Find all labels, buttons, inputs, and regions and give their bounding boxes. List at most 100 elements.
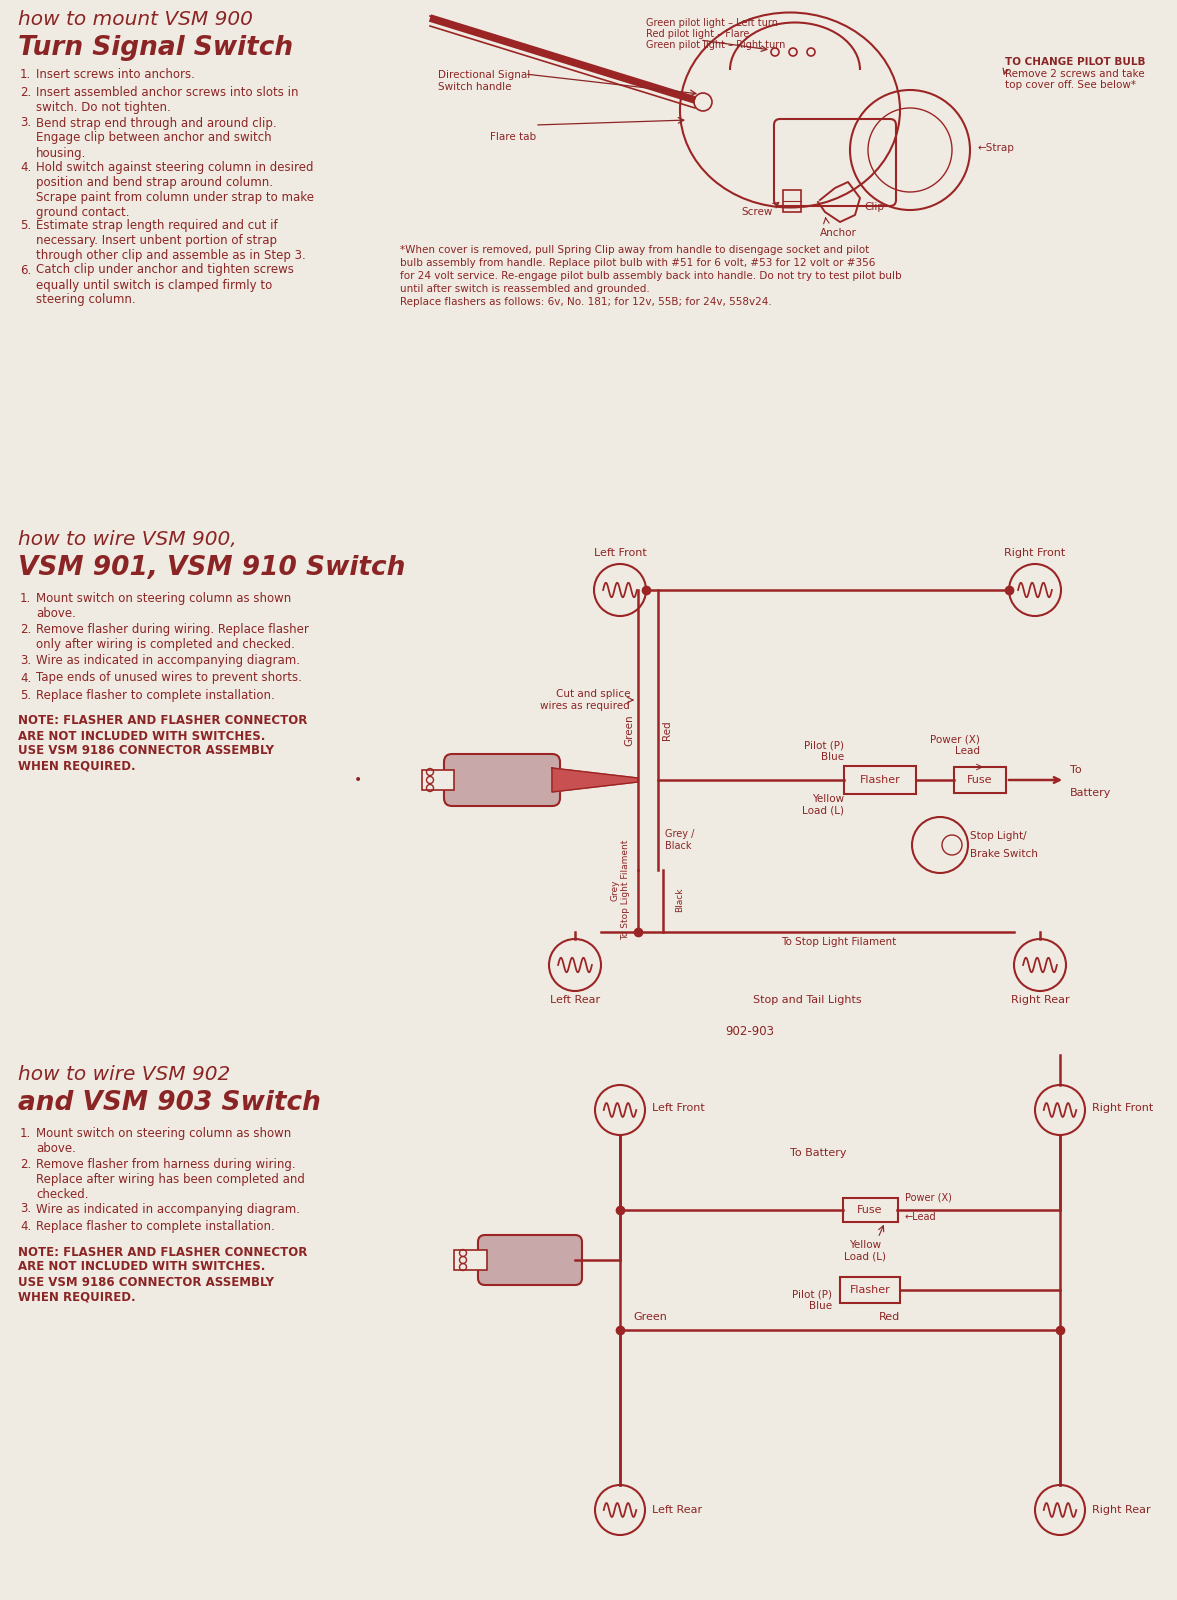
Text: Wire as indicated in accompanying diagram.: Wire as indicated in accompanying diagra… xyxy=(36,654,300,667)
Text: Flare tab: Flare tab xyxy=(490,133,537,142)
Text: Right Rear: Right Rear xyxy=(1092,1506,1151,1515)
Bar xyxy=(955,766,1006,794)
Text: Power (X)
Lead: Power (X) Lead xyxy=(930,734,980,757)
Text: Wire as indicated in accompanying diagram.: Wire as indicated in accompanying diagra… xyxy=(36,1203,300,1216)
Text: 1.: 1. xyxy=(20,592,32,605)
Text: Fuse: Fuse xyxy=(967,774,992,786)
Text: *When cover is removed, pull Spring Clip away from handle to disengage socket an: *When cover is removed, pull Spring Clip… xyxy=(400,245,870,254)
Text: Bend strap end through and around clip.
Engage clip between anchor and switch
ho: Bend strap end through and around clip. … xyxy=(36,117,277,160)
Text: Mount switch on steering column as shown
above.: Mount switch on steering column as shown… xyxy=(36,592,291,619)
Text: Yellow
Load (L): Yellow Load (L) xyxy=(802,794,844,816)
Text: Right Front: Right Front xyxy=(1004,547,1065,558)
Text: Fuse: Fuse xyxy=(857,1205,883,1214)
Text: how to wire VSM 902: how to wire VSM 902 xyxy=(18,1066,231,1085)
Text: Green: Green xyxy=(624,714,634,746)
Text: •: • xyxy=(354,773,363,787)
Text: Yellow
Load (L): Yellow Load (L) xyxy=(844,1240,886,1261)
Text: 5.: 5. xyxy=(20,219,31,232)
Text: Left Rear: Left Rear xyxy=(652,1506,703,1515)
Text: Black: Black xyxy=(674,888,684,912)
Text: Green pilot light – Left turn: Green pilot light – Left turn xyxy=(646,18,778,27)
Text: Power (X): Power (X) xyxy=(905,1192,952,1202)
FancyBboxPatch shape xyxy=(478,1235,581,1285)
Text: NOTE: FLASHER AND FLASHER CONNECTOR
ARE NOT INCLUDED WITH SWITCHES.
USE VSM 9186: NOTE: FLASHER AND FLASHER CONNECTOR ARE … xyxy=(18,1245,307,1304)
Text: VSM 901, VSM 910 Switch: VSM 901, VSM 910 Switch xyxy=(18,555,405,581)
Text: NOTE: FLASHER AND FLASHER CONNECTOR
ARE NOT INCLUDED WITH SWITCHES.
USE VSM 9186: NOTE: FLASHER AND FLASHER CONNECTOR ARE … xyxy=(18,715,307,773)
FancyBboxPatch shape xyxy=(444,754,560,806)
Text: for 24 volt service. Re-engage pilot bulb assembly back into handle. Do not try : for 24 volt service. Re-engage pilot bul… xyxy=(400,270,902,282)
Text: Remove 2 screws and take: Remove 2 screws and take xyxy=(1005,69,1144,78)
Text: bulb assembly from handle. Replace pilot bulb with #51 for 6 volt, #53 for 12 vo: bulb assembly from handle. Replace pilot… xyxy=(400,258,876,267)
Text: 6.: 6. xyxy=(20,264,32,277)
Text: until after switch is reassembled and grounded.: until after switch is reassembled and gr… xyxy=(400,285,650,294)
Bar xyxy=(844,766,916,794)
Text: Insert screws into anchors.: Insert screws into anchors. xyxy=(36,67,195,82)
Text: Left Front: Left Front xyxy=(652,1102,705,1114)
Text: To Stop Light Filament: To Stop Light Filament xyxy=(782,938,897,947)
Text: 3.: 3. xyxy=(20,1203,31,1216)
Text: 3.: 3. xyxy=(20,654,31,667)
Text: Battery: Battery xyxy=(1070,787,1111,798)
Text: TO CHANGE PILOT BULB: TO CHANGE PILOT BULB xyxy=(1005,58,1145,67)
Text: Brake Switch: Brake Switch xyxy=(970,850,1038,859)
Text: Left Front: Left Front xyxy=(593,547,646,558)
Text: Pilot (P)
Blue: Pilot (P) Blue xyxy=(804,741,844,762)
Text: Grey /
Black: Grey / Black xyxy=(665,829,694,851)
Text: 1.: 1. xyxy=(20,1126,32,1139)
Text: Catch clip under anchor and tighten screws
equally until switch is clamped firml: Catch clip under anchor and tighten scre… xyxy=(36,264,294,307)
Text: Red: Red xyxy=(661,720,672,739)
Bar xyxy=(423,770,454,790)
Text: 4.: 4. xyxy=(20,1219,32,1234)
Text: Estimate strap length required and cut if
necessary. Insert unbent portion of st: Estimate strap length required and cut i… xyxy=(36,219,306,262)
Text: Left Rear: Left Rear xyxy=(550,995,600,1005)
Text: Screw: Screw xyxy=(742,206,773,218)
Text: Red: Red xyxy=(879,1312,900,1322)
Text: Green: Green xyxy=(633,1312,667,1322)
Text: 2.: 2. xyxy=(20,622,32,635)
Text: top cover off. See below*: top cover off. See below* xyxy=(1005,80,1136,90)
Text: Directional Signal
Switch handle: Directional Signal Switch handle xyxy=(438,70,531,91)
Text: Grey
To Stop Light Filament: Grey To Stop Light Filament xyxy=(611,840,630,941)
Bar xyxy=(843,1198,898,1222)
Text: Hold switch against steering column in desired
position and bend strap around co: Hold switch against steering column in d… xyxy=(36,162,314,219)
Text: how to mount VSM 900: how to mount VSM 900 xyxy=(18,10,253,29)
Text: Remove flasher from harness during wiring.
Replace after wiring has been complet: Remove flasher from harness during wirin… xyxy=(36,1158,305,1202)
Text: 4.: 4. xyxy=(20,162,32,174)
Text: Insert assembled anchor screws into slots in
switch. Do not tighten.: Insert assembled anchor screws into slot… xyxy=(36,85,299,114)
Text: Right Front: Right Front xyxy=(1092,1102,1153,1114)
Text: 902-903: 902-903 xyxy=(725,1026,774,1038)
Text: Green pilot light – Right turn: Green pilot light – Right turn xyxy=(646,40,785,50)
Text: ←Strap: ←Strap xyxy=(978,142,1015,154)
Text: Stop and Tail Lights: Stop and Tail Lights xyxy=(752,995,862,1005)
Polygon shape xyxy=(552,768,638,792)
Text: Red pilot light – Flare: Red pilot light – Flare xyxy=(646,29,750,38)
Text: Turn Signal Switch: Turn Signal Switch xyxy=(18,35,293,61)
Text: Mount switch on steering column as shown
above.: Mount switch on steering column as shown… xyxy=(36,1126,291,1155)
Bar xyxy=(840,1277,900,1302)
Text: Replace flasher to complete installation.: Replace flasher to complete installation… xyxy=(36,690,274,702)
Text: Replace flasher to complete installation.: Replace flasher to complete installation… xyxy=(36,1219,274,1234)
Text: Cut and splice
wires as required: Cut and splice wires as required xyxy=(540,690,630,710)
Text: 2.: 2. xyxy=(20,85,32,99)
Text: Flasher: Flasher xyxy=(850,1285,890,1294)
Text: To Battery: To Battery xyxy=(790,1149,846,1158)
Text: Right Rear: Right Rear xyxy=(1011,995,1070,1005)
Text: and VSM 903 Switch: and VSM 903 Switch xyxy=(18,1090,321,1117)
Text: Flasher: Flasher xyxy=(859,774,900,786)
Text: Remove flasher during wiring. Replace flasher
only after wiring is completed and: Remove flasher during wiring. Replace fl… xyxy=(36,622,308,651)
Text: 1.: 1. xyxy=(20,67,32,82)
Text: 2.: 2. xyxy=(20,1158,32,1171)
Text: Clip: Clip xyxy=(864,202,884,211)
Text: Pilot (P)
Blue: Pilot (P) Blue xyxy=(792,1290,832,1310)
Text: ←Lead: ←Lead xyxy=(905,1213,937,1222)
Bar xyxy=(783,190,802,211)
Text: To: To xyxy=(1070,765,1082,774)
Text: 4.: 4. xyxy=(20,672,32,685)
Text: Replace flashers as follows: 6v, No. 181; for 12v, 55B; for 24v, 558v24.: Replace flashers as follows: 6v, No. 181… xyxy=(400,298,772,307)
Text: Tape ends of unused wires to prevent shorts.: Tape ends of unused wires to prevent sho… xyxy=(36,672,301,685)
Text: Stop Light/: Stop Light/ xyxy=(970,830,1026,842)
Text: 3.: 3. xyxy=(20,117,31,130)
Text: 5.: 5. xyxy=(20,690,31,702)
Text: how to wire VSM 900,: how to wire VSM 900, xyxy=(18,530,237,549)
Bar xyxy=(454,1250,487,1270)
